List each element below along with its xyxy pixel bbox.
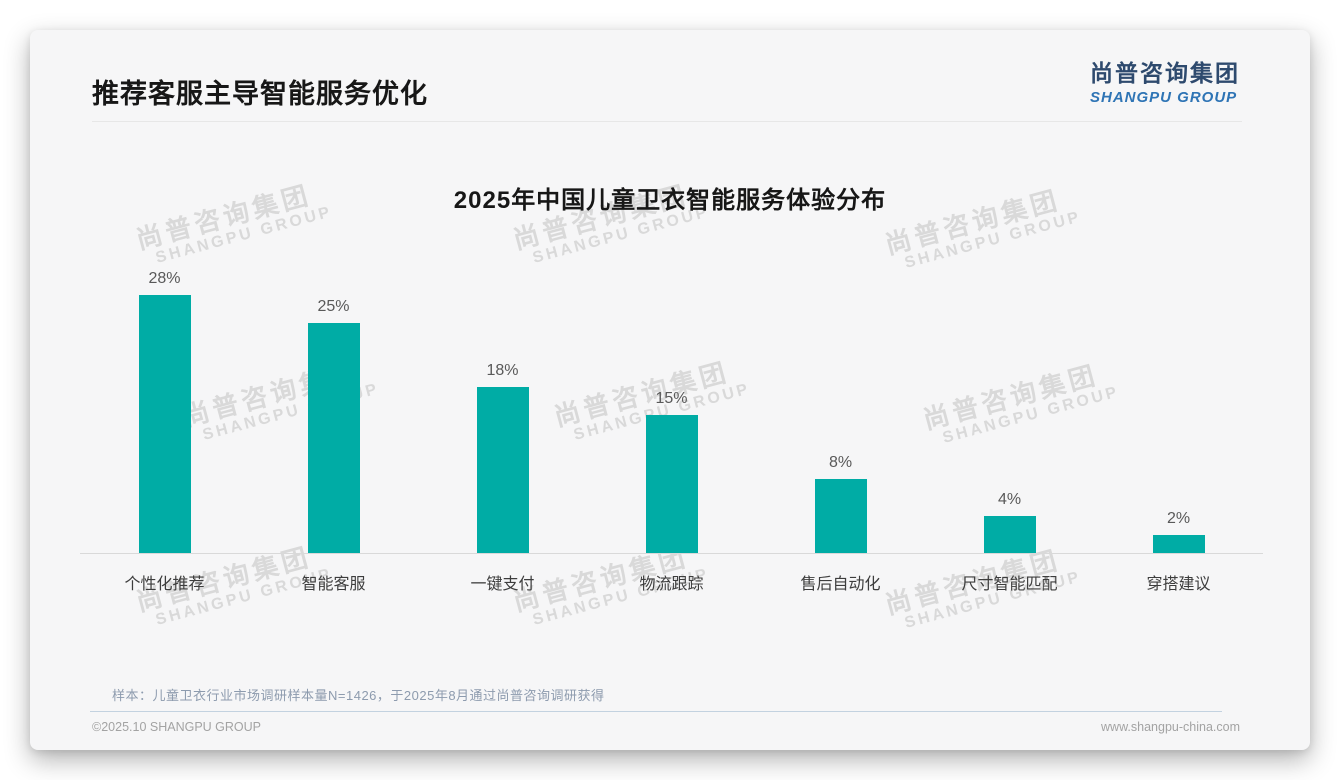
bar (983, 516, 1036, 553)
logo-text-cn: 尚普咨询集团 (1090, 60, 1240, 86)
category-label: 个性化推荐 (124, 576, 205, 593)
category-row: 个性化推荐 智能客服 一键支付 物流跟踪 售后自动化 尺寸智能匹配 穿搭建议 (80, 570, 1263, 594)
bar (1152, 535, 1205, 553)
watermark-text-en: SHANGPU GROUP (902, 208, 1084, 272)
bar-column: 25% (249, 298, 418, 553)
bar-chart: 28% 25% 18% 15% 8% 4% 2% 个性化推荐 智能客服 一键支付 物流跟踪 售后自动… (80, 270, 1263, 594)
website-url: www.shangpu-china.com (1101, 720, 1240, 734)
page-title: 推荐客服主导智能服务优化 (92, 79, 428, 109)
bar-value-label: 4% (997, 491, 1022, 508)
bar-column: 18% (418, 362, 587, 553)
bar-value-label: 8% (828, 454, 853, 471)
footer-divider (90, 711, 1222, 712)
bar-value-label: 2% (1166, 510, 1191, 527)
bar-column: 28% (80, 270, 249, 553)
bar (307, 323, 360, 553)
x-axis-line (80, 553, 1263, 554)
bar-column: 8% (756, 454, 925, 553)
bar-value-label: 28% (148, 270, 181, 287)
bar-value-label: 15% (655, 390, 688, 407)
bar-column: 15% (587, 390, 756, 553)
footer: ©2025.10 SHANGPU GROUP www.shangpu-china… (92, 720, 1240, 734)
bar-column: 2% (1094, 510, 1263, 553)
header-divider (92, 121, 1242, 122)
category-label: 售后自动化 (800, 576, 881, 593)
slide-card: 尚普咨询集团 SHANGPU GROUP 尚普咨询集团 SHANGPU GROUP 尚普… (30, 30, 1310, 750)
category-label: 物流跟踪 (639, 576, 704, 593)
bar (645, 415, 698, 553)
logo-text-en: SHANGPU GROUP (1090, 89, 1238, 106)
category-label: 穿搭建议 (1146, 576, 1211, 593)
logo: 尚普咨询集团 SHANGPU GROUP (1090, 54, 1240, 106)
copyright-text: ©2025.10 SHANGPU GROUP (92, 720, 261, 734)
bar-column: 4% (925, 491, 1094, 553)
bar-value-label: 18% (486, 362, 519, 379)
category-label: 一键支付 (470, 576, 535, 593)
bar (814, 479, 867, 553)
bar-value-label: 25% (317, 298, 350, 315)
category-label: 尺寸智能匹配 (961, 576, 1058, 593)
bar-columns: 28% 25% 18% 15% 8% 4% 2% (80, 270, 1263, 553)
bar (476, 387, 529, 553)
bar (138, 295, 191, 553)
chart-title: 2025年中国儿童卫衣智能服务体验分布 (453, 187, 887, 214)
category-label: 智能客服 (301, 576, 366, 593)
sample-note: 样本：儿童卫衣行业市场调研样本量N=1426，于2025年8月通过尚普咨询调研获… (112, 688, 605, 703)
